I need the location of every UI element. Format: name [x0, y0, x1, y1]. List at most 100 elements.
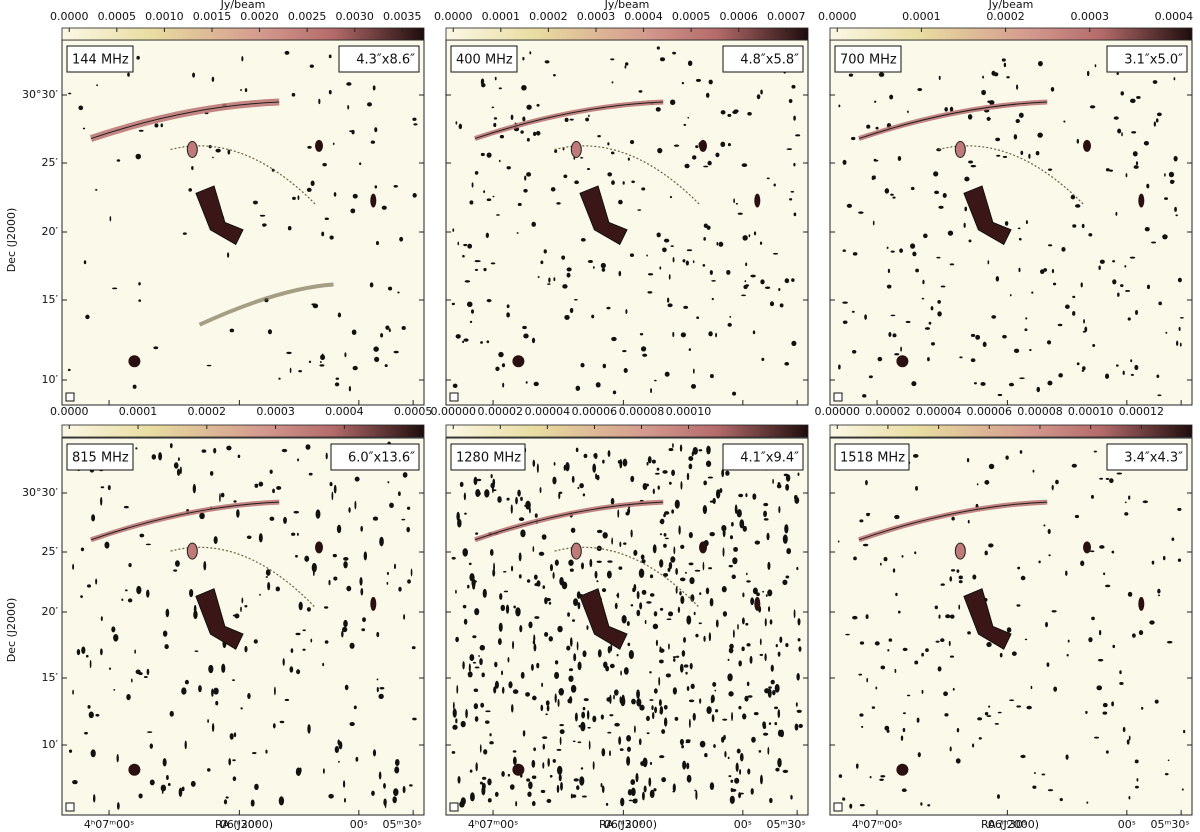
point-source — [565, 461, 570, 472]
point-source — [556, 748, 562, 751]
point-source — [607, 731, 612, 734]
frequency-label: 1280 MHz — [456, 451, 521, 466]
colorbar-tick-label: 0.0001 — [119, 405, 158, 418]
point-source — [83, 260, 87, 265]
point-source — [1181, 788, 1184, 791]
point-source — [1016, 604, 1021, 607]
point-source — [1132, 151, 1138, 157]
point-source — [925, 648, 929, 653]
point-source — [626, 621, 630, 626]
point-source — [626, 746, 631, 752]
point-source — [744, 695, 749, 702]
point-source — [1093, 450, 1098, 453]
point-source — [702, 264, 706, 267]
point-source — [609, 714, 614, 717]
point-source — [732, 110, 738, 115]
point-source — [84, 731, 88, 735]
point-source — [542, 743, 546, 750]
cluster-galaxy — [896, 355, 909, 368]
point-source — [1133, 165, 1139, 169]
point-source — [1178, 326, 1181, 331]
point-source — [735, 202, 739, 205]
point-source — [984, 712, 989, 716]
point-source — [96, 84, 99, 87]
point-source — [778, 506, 781, 514]
point-source — [481, 82, 486, 88]
point-source — [173, 569, 178, 572]
point-source — [401, 518, 406, 521]
point-source — [526, 579, 531, 583]
point-source — [997, 794, 1000, 799]
ra-tick-label: 06ᵐ30ˢ — [220, 818, 259, 831]
point-source — [580, 156, 584, 159]
point-source — [914, 551, 917, 555]
radio-galaxy — [195, 588, 244, 650]
point-source — [568, 675, 574, 682]
point-source — [649, 671, 652, 674]
point-source — [859, 803, 865, 807]
point-source — [886, 246, 889, 250]
point-source — [762, 732, 769, 736]
point-source — [892, 333, 897, 338]
point-source — [657, 147, 663, 154]
point-source — [606, 306, 611, 310]
point-source — [611, 336, 617, 342]
point-source — [376, 632, 380, 638]
point-source — [1171, 537, 1175, 541]
beam-label: 4.3″x8.6″ — [356, 53, 415, 68]
point-source — [479, 744, 482, 753]
point-source — [1158, 301, 1162, 306]
point-source — [721, 586, 727, 593]
point-source — [581, 795, 587, 798]
point-source — [1081, 223, 1085, 229]
point-source — [1057, 323, 1063, 327]
point-source — [475, 489, 481, 498]
point-source — [877, 356, 883, 362]
point-source — [469, 654, 475, 662]
point-source — [611, 537, 614, 545]
point-source — [523, 333, 529, 339]
cluster-galaxy — [512, 763, 525, 776]
point-source — [600, 262, 606, 269]
point-source — [499, 134, 505, 139]
point-source — [688, 532, 693, 539]
point-source — [569, 118, 574, 121]
point-source — [859, 641, 865, 645]
point-source — [782, 534, 788, 544]
point-source — [501, 686, 505, 694]
point-source — [947, 230, 954, 236]
point-source — [995, 137, 1001, 142]
dec-tick-label: 15′ — [42, 671, 59, 684]
point-source — [496, 214, 500, 216]
point-source — [880, 775, 886, 778]
point-source — [914, 660, 919, 665]
point-source — [791, 84, 796, 89]
point-source — [967, 114, 973, 120]
point-source — [484, 720, 490, 724]
point-source — [923, 233, 928, 239]
point-source — [1051, 484, 1054, 491]
point-source — [672, 51, 677, 55]
point-source — [865, 614, 869, 620]
point-source — [945, 614, 951, 619]
point-source — [563, 174, 568, 179]
point-source — [793, 212, 797, 217]
point-source — [715, 619, 719, 628]
point-source — [398, 586, 402, 592]
point-source — [1083, 319, 1085, 324]
point-source — [240, 89, 243, 91]
point-source — [350, 208, 356, 214]
dec-tick-label: 15′ — [42, 293, 59, 306]
point-source — [995, 276, 1000, 282]
point-source — [246, 535, 252, 539]
point-source — [184, 740, 187, 750]
point-source — [78, 105, 84, 111]
point-source — [759, 653, 764, 656]
point-source — [452, 708, 457, 718]
point-source — [736, 509, 742, 518]
point-source — [329, 235, 334, 240]
point-source — [593, 452, 598, 460]
point-source — [605, 802, 609, 806]
point-source — [1016, 84, 1019, 90]
point-source — [278, 796, 285, 806]
